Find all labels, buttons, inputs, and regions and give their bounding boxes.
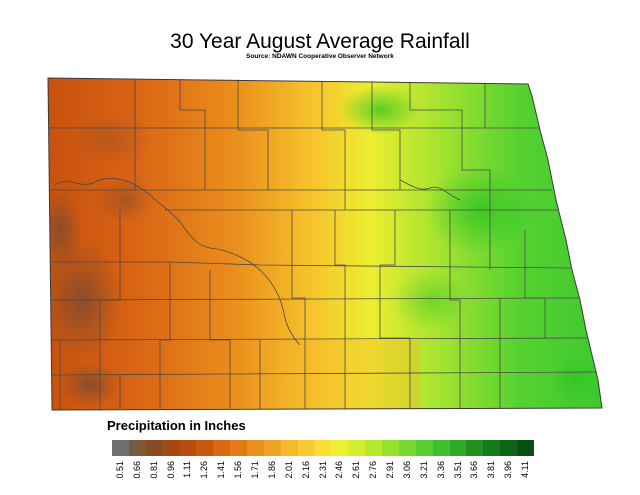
legend-tick: 0.66 — [131, 461, 142, 479]
legend-color-bar — [112, 440, 534, 456]
legend-tick: 2.61 — [351, 461, 362, 479]
legend-tick: 2.91 — [385, 461, 396, 479]
legend-tick: 2.16 — [300, 461, 311, 479]
legend-swatch — [382, 440, 399, 456]
state-outline — [47, 77, 603, 411]
legend-swatch — [297, 440, 315, 456]
legend-swatch — [398, 440, 416, 456]
legend-tick: 4.11 — [520, 461, 531, 478]
legend-tick: 3.06 — [401, 461, 412, 479]
legend-swatch — [483, 440, 501, 456]
legend-tick: 1.11 — [182, 461, 193, 478]
legend-tick: 0.96 — [165, 461, 176, 479]
legend-swatch — [280, 440, 298, 456]
legend-tick: 0.51 — [114, 461, 125, 479]
legend-tick: 2.76 — [368, 461, 379, 479]
legend-tick: 1.41 — [216, 461, 227, 479]
legend-swatch — [331, 440, 349, 456]
legend-swatch — [432, 440, 450, 456]
map-title: 30 Year August Average Rainfall — [170, 30, 470, 53]
legend-swatch — [449, 440, 467, 456]
legend-swatch — [415, 440, 433, 456]
legend-tick-labels: 0.51 0.66 0.81 0.96 1.11 1.26 1.41 1.56 1.71 1.86… — [112, 461, 534, 491]
legend-swatch — [179, 440, 197, 456]
legend-swatch — [196, 440, 214, 456]
legend-swatch — [500, 440, 517, 456]
legend-tick: 2.01 — [283, 461, 294, 479]
legend-tick: 2.46 — [334, 461, 345, 479]
legend-swatch — [365, 440, 382, 456]
legend-swatch — [466, 440, 484, 456]
legend-swatch — [145, 440, 163, 456]
county-boundaries — [48, 78, 597, 410]
legend-tick: 1.86 — [266, 461, 277, 479]
legend-swatch — [162, 440, 180, 456]
legend-tick: 3.51 — [452, 461, 463, 479]
legend-title: Precipitation in Inches — [107, 418, 246, 433]
map-source: Source: NDAWN Cooperative Observer Netwo… — [246, 53, 394, 60]
legend-tick: 3.81 — [486, 461, 497, 479]
legend-swatch — [263, 440, 281, 456]
legend-swatch — [348, 440, 366, 456]
legend-tick: 1.26 — [199, 461, 210, 479]
legend-swatch — [128, 440, 146, 456]
legend-swatch — [230, 440, 247, 456]
legend-tick: 3.66 — [469, 461, 480, 479]
legend-tick: 3.21 — [418, 461, 429, 479]
legend-swatch — [314, 440, 332, 456]
legend-swatch — [213, 440, 231, 456]
legend-swatch — [247, 440, 264, 456]
legend-tick: 1.56 — [233, 461, 244, 479]
legend-tick: 3.36 — [435, 461, 446, 479]
legend-swatch — [517, 440, 534, 456]
legend-tick: 2.31 — [317, 461, 328, 479]
legend-swatch — [112, 440, 129, 456]
legend-tick: 3.96 — [503, 461, 514, 479]
legend-tick: 1.71 — [249, 461, 260, 479]
legend-tick: 0.81 — [148, 461, 159, 479]
